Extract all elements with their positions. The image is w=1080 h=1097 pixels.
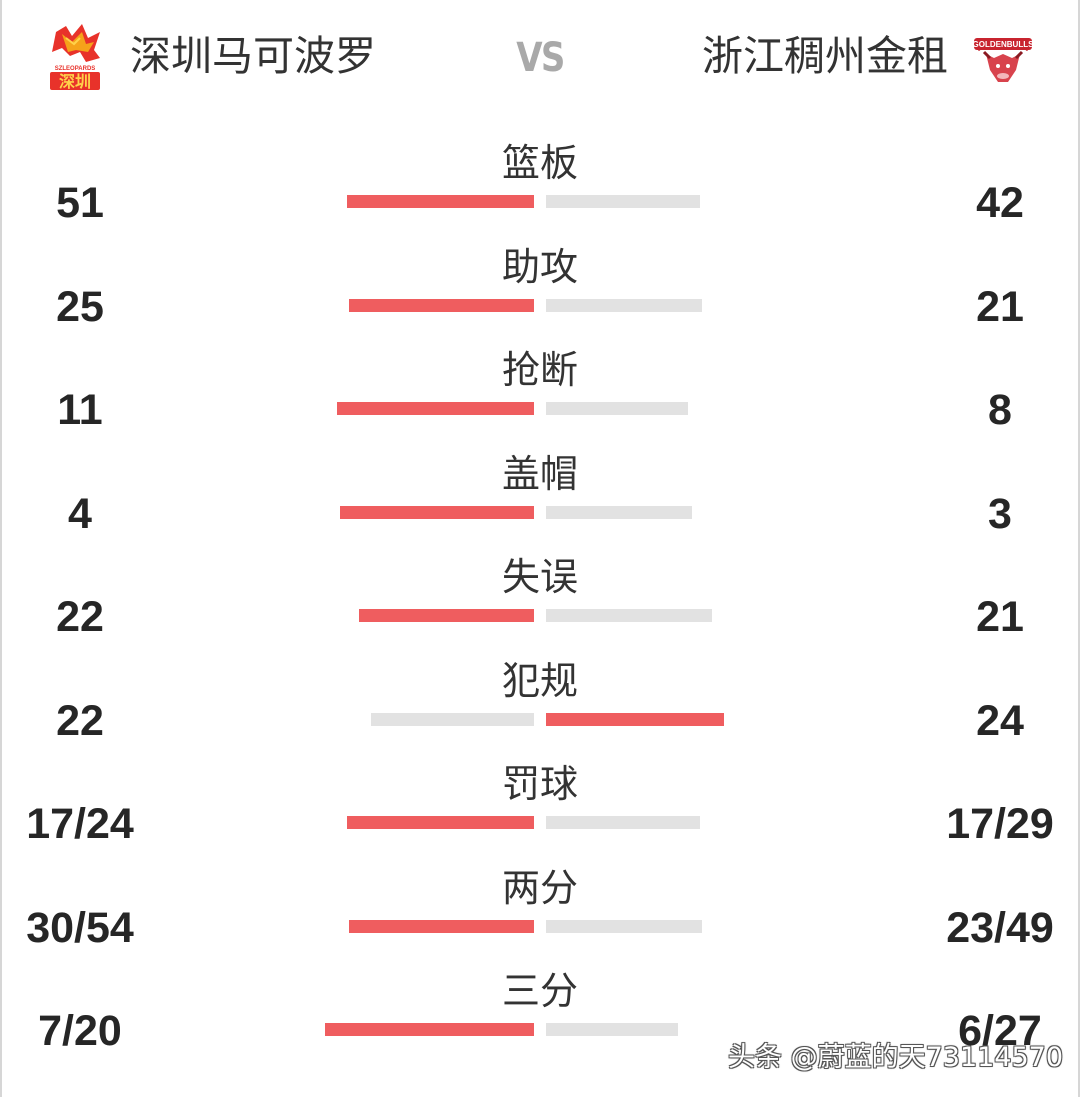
stat-row: 三分 7/20 6/27 <box>0 956 1080 1060</box>
home-stat-bar <box>359 609 534 622</box>
away-team-name: 浙江稠州金租 <box>702 32 948 80</box>
stat-label: 三分 <box>501 969 578 1013</box>
away-team-logo: GOLDENBULLS <box>970 28 1036 90</box>
home-stat-value: 17/24 <box>26 800 134 848</box>
home-stat-bar <box>337 402 534 415</box>
home-stat-bar <box>325 1023 534 1036</box>
home-stat-value: 25 <box>56 283 104 331</box>
away-stat-value: 23/49 <box>946 904 1054 952</box>
vs-label: VS <box>516 35 565 81</box>
home-stat-bar <box>347 195 534 208</box>
away-stat-value: 21 <box>976 593 1024 641</box>
stat-row: 盖帽 4 3 <box>0 439 1080 543</box>
watermark: 头条 @蔚蓝的天73114570 <box>728 1042 1064 1073</box>
page-edge-left <box>0 0 2 1097</box>
stat-row: 两分 30/54 23/49 <box>0 853 1080 957</box>
stat-label: 篮板 <box>501 141 578 185</box>
stat-row: 罚球 17/24 17/29 <box>0 749 1080 853</box>
away-stat-value: 24 <box>976 697 1024 745</box>
home-team-logo: SZLEOPARDS 深圳 <box>42 22 108 92</box>
away-stat-value: 6/27 <box>958 1007 1042 1055</box>
away-logo-text: GOLDENBULLS <box>973 40 1035 49</box>
page-edge-right <box>1078 0 1080 1097</box>
matchup-header: SZLEOPARDS 深圳 深圳马可波罗 VS 浙江稠州金租 GOLDENBUL… <box>0 0 1080 120</box>
away-stat-bar <box>546 713 724 726</box>
stat-label: 罚球 <box>501 762 578 806</box>
stat-label: 抢断 <box>501 348 578 392</box>
away-stat-bar <box>546 816 700 829</box>
home-stat-value: 30/54 <box>26 904 134 952</box>
away-stat-bar <box>546 609 712 622</box>
away-stat-value: 21 <box>976 283 1024 331</box>
home-stat-bar <box>349 299 534 312</box>
home-stat-value: 4 <box>68 490 92 538</box>
home-stat-value: 7/20 <box>38 1007 122 1055</box>
home-stat-bar <box>349 920 534 933</box>
home-stat-value: 51 <box>56 179 104 227</box>
away-stat-value: 3 <box>988 490 1012 538</box>
home-stat-value: 11 <box>57 386 103 434</box>
away-stat-value: 42 <box>976 179 1024 227</box>
home-logo-small-text: SZLEOPARDS <box>55 66 96 72</box>
stat-label: 失误 <box>501 555 578 599</box>
home-stat-value: 22 <box>56 593 104 641</box>
stat-row: 犯规 22 24 <box>0 646 1080 750</box>
away-stat-bar <box>546 920 702 933</box>
home-team-name: 深圳马可波罗 <box>130 32 376 80</box>
away-stat-bar <box>546 506 692 519</box>
stat-row: 篮板 51 42 <box>0 128 1080 232</box>
stat-label: 犯规 <box>501 659 578 703</box>
away-stat-value: 17/29 <box>946 800 1054 848</box>
away-stat-bar <box>546 402 688 415</box>
stat-label: 盖帽 <box>501 452 578 496</box>
away-stat-bar <box>546 299 702 312</box>
home-stat-bar <box>347 816 534 829</box>
stat-label: 助攻 <box>501 245 578 289</box>
stat-row: 失误 22 21 <box>0 542 1080 646</box>
stat-row: 抢断 11 8 <box>0 335 1080 439</box>
home-stat-bar <box>340 506 534 519</box>
away-stat-value: 8 <box>988 386 1012 434</box>
home-logo-text: 深圳 <box>59 72 91 91</box>
home-stat-value: 22 <box>56 697 104 745</box>
stat-row: 助攻 25 21 <box>0 232 1080 336</box>
stat-label: 两分 <box>501 866 578 910</box>
away-stat-bar <box>546 1023 678 1036</box>
home-stat-bar <box>371 713 534 726</box>
away-stat-bar <box>546 195 700 208</box>
